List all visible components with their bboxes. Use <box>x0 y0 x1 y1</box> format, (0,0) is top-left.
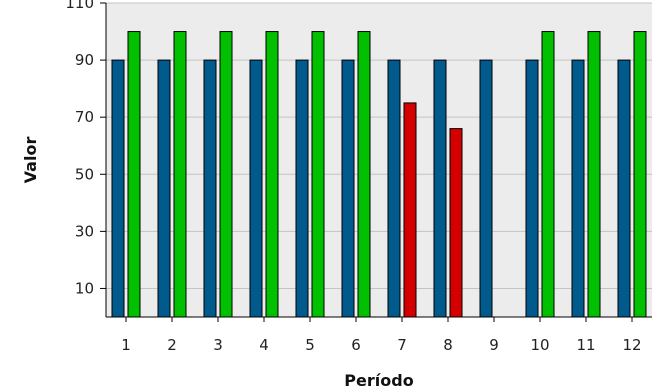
y-tick-label: 90 <box>75 51 94 69</box>
bar-series-2 <box>265 31 279 318</box>
bar-series-1 <box>111 59 125 318</box>
x-axis-label: Período <box>344 371 413 390</box>
bar-series-2 <box>541 31 555 318</box>
bar-series-2 <box>219 31 233 318</box>
bar-series-2 <box>311 31 325 318</box>
x-tick-label: 7 <box>397 336 407 354</box>
bar-series-1 <box>525 59 539 318</box>
x-tick-label: 6 <box>351 336 361 354</box>
bar-series-2 <box>357 31 371 318</box>
x-tick-label: 3 <box>213 336 223 354</box>
y-axis-label: Valor <box>21 137 40 184</box>
bar-series-1 <box>203 59 217 318</box>
x-tick-labels: 1 2 3 4 5 6 7 8 9 10 11 12 <box>121 317 642 354</box>
y-tick-label: 110 <box>65 0 94 12</box>
gridlines <box>106 2 652 289</box>
y-tick-label: 70 <box>75 108 94 126</box>
x-tick-label: 8 <box>443 336 453 354</box>
bar-series-1 <box>387 59 401 318</box>
x-tick-label: 2 <box>167 336 177 354</box>
bar-series-1 <box>341 59 355 318</box>
x-tick-label: 10 <box>530 336 549 354</box>
y-tick-label: 50 <box>75 165 94 183</box>
y-tick-labels: 10 30 50 70 90 110 <box>65 0 106 297</box>
bar-series-2 <box>127 31 141 318</box>
x-tick-label: 12 <box>622 336 641 354</box>
y-tick-label: 30 <box>75 222 94 240</box>
bar-series-2 <box>173 31 187 318</box>
x-tick-label: 4 <box>259 336 269 354</box>
bar-series-2 <box>403 102 417 318</box>
bar-series-2 <box>633 31 647 318</box>
bar-series-1 <box>433 59 447 318</box>
x-tick-label: 1 <box>121 336 131 354</box>
plot-background <box>106 3 652 317</box>
bar-series-1 <box>157 59 171 318</box>
bar-series-2 <box>587 31 601 318</box>
bar-series-1 <box>479 59 493 318</box>
bar-series-1 <box>249 59 263 318</box>
x-tick-label: 11 <box>576 336 595 354</box>
bar-series-1 <box>571 59 585 318</box>
x-tick-label: 9 <box>489 336 499 354</box>
bar-series-2 <box>449 128 463 318</box>
bar-series-1 <box>295 59 309 318</box>
y-tick-label: 10 <box>75 279 94 297</box>
x-tick-label: 5 <box>305 336 315 354</box>
bar-series-1 <box>617 59 631 318</box>
bars <box>111 31 647 318</box>
